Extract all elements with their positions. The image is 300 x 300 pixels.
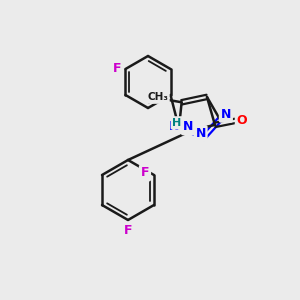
Text: N: N: [183, 120, 193, 134]
Text: F: F: [141, 167, 149, 179]
Text: N: N: [169, 119, 179, 133]
Text: F: F: [124, 224, 132, 236]
Text: H: H: [172, 118, 182, 128]
Text: O: O: [237, 114, 247, 128]
Text: F: F: [113, 62, 122, 76]
Text: CH₃: CH₃: [147, 92, 168, 102]
Text: N: N: [221, 108, 231, 121]
Text: N: N: [195, 127, 206, 140]
